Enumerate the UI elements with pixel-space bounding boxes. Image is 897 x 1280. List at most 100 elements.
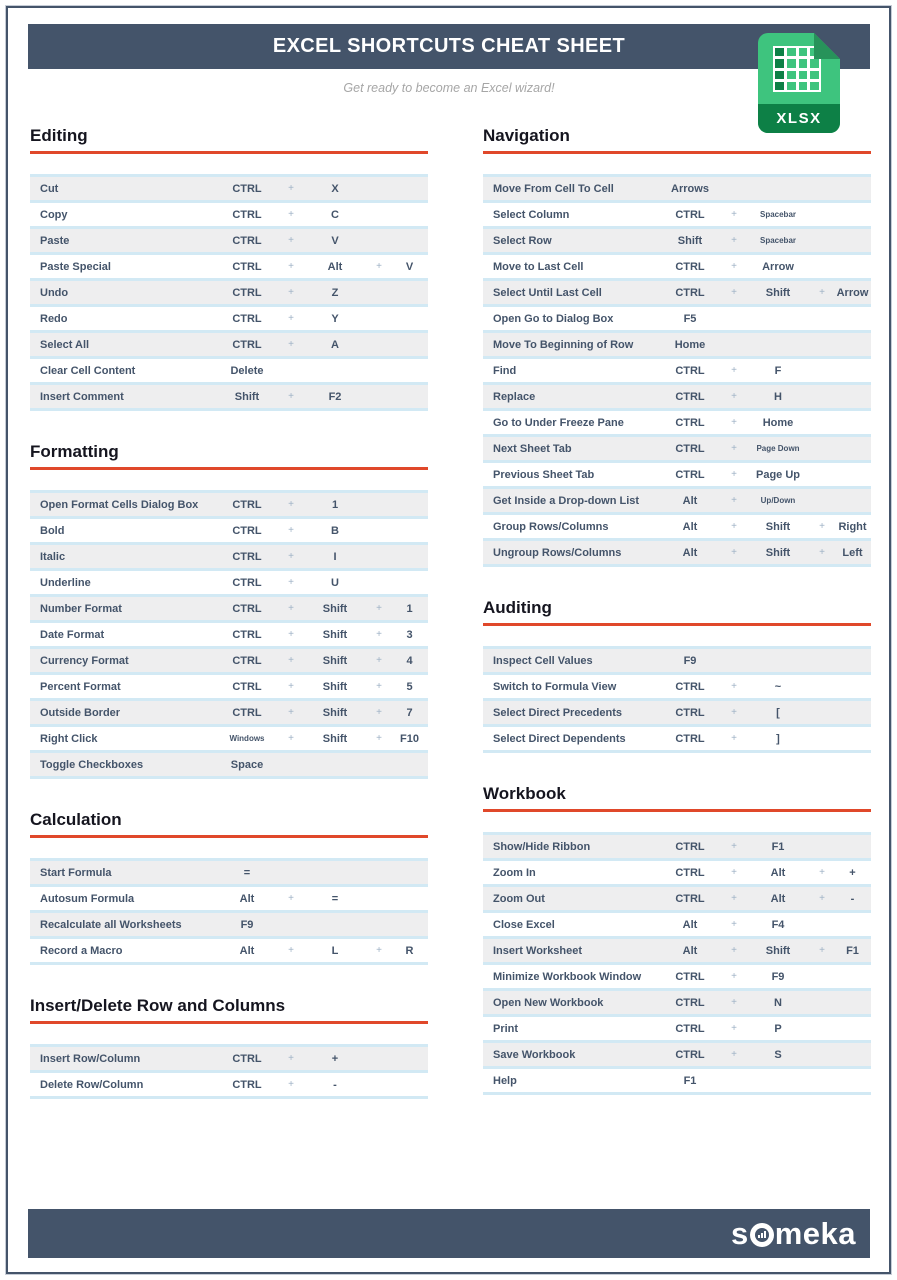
section-title: Auditing: [483, 598, 552, 617]
action-label: Percent Format: [40, 680, 121, 693]
key-label: Shift: [322, 732, 348, 745]
table-row: Insert Row/Column CTRL + +: [30, 1044, 428, 1070]
table-row: Record a Macro Alt + L + R: [30, 936, 428, 962]
key-label: CTRL: [675, 1022, 705, 1035]
key-label: Arrows: [671, 182, 709, 195]
action-label: Select Direct Dependents: [493, 732, 626, 745]
key-label: CTRL: [232, 654, 262, 667]
key-label: F: [774, 364, 782, 377]
key-label: CTRL: [675, 468, 705, 481]
action-label: Clear Cell Content: [40, 364, 136, 377]
table-row: Inspect Cell Values F9: [483, 646, 871, 672]
table-row: Save Workbook CTRL + S: [483, 1040, 871, 1066]
key-label: 1: [406, 602, 413, 615]
key-label: F1: [771, 840, 785, 853]
key-label: CTRL: [232, 628, 262, 641]
plus-sign: +: [288, 183, 294, 194]
action-label: Delete Row/Column: [40, 1078, 144, 1091]
plus-sign: +: [376, 655, 382, 666]
section-underline: [483, 809, 871, 812]
action-label: Undo: [40, 286, 69, 299]
key-label: H: [774, 390, 782, 403]
action-label: Close Excel: [493, 918, 555, 931]
key-label: CTRL: [675, 970, 705, 983]
key-label: Page Up: [755, 468, 800, 481]
plus-sign: +: [288, 655, 294, 666]
plus-sign: +: [376, 629, 382, 640]
plus-sign: +: [288, 499, 294, 510]
key-label: CTRL: [675, 840, 705, 853]
table-row: Select Until Last Cell CTRL + Shift + Arrow: [483, 278, 871, 304]
action-label: Insert Worksheet: [493, 944, 583, 957]
table-row: Toggle Checkboxes Space: [30, 750, 428, 776]
section-underline: [483, 623, 871, 626]
key-label: Z: [331, 286, 339, 299]
table-row: Go to Under Freeze Pane CTRL + Home: [483, 408, 871, 434]
key-label: Y: [331, 312, 339, 325]
plus-sign: +: [731, 997, 737, 1008]
action-label: Previous Sheet Tab: [493, 468, 595, 481]
plus-sign: +: [288, 261, 294, 272]
key-label: ~: [774, 680, 782, 693]
key-label: CTRL: [232, 1078, 262, 1091]
brand-chart-o-icon: [749, 1223, 774, 1247]
plus-sign: +: [288, 893, 294, 904]
plus-sign: +: [288, 525, 294, 536]
key-label: Alt: [682, 546, 698, 559]
left-column: Editing Cut CTRL + X Copy CTRL + C Paste CTRL + V Pa…: [30, 125, 428, 1099]
plus-sign: +: [731, 391, 737, 402]
plus-sign: +: [288, 1079, 294, 1090]
action-label: Move To Beginning of Row: [493, 338, 634, 351]
plus-sign: +: [288, 577, 294, 588]
key-label: 1: [331, 498, 339, 511]
xlsx-file-icon: XLSX: [758, 33, 840, 133]
table-row: Cut CTRL + X: [30, 174, 428, 200]
key-label: CTRL: [675, 680, 705, 693]
key-label: Shift: [765, 944, 791, 957]
section-title: Insert/Delete Row and Columns: [30, 996, 286, 1015]
plus-sign: +: [376, 733, 382, 744]
file-fold-corner: [814, 33, 840, 59]
key-label: CTRL: [675, 390, 705, 403]
table-row: Insert Worksheet Alt + Shift + F1: [483, 936, 871, 962]
plus-sign: +: [288, 209, 294, 220]
plus-sign: +: [731, 919, 737, 930]
table-row: Previous Sheet Tab CTRL + Page Up: [483, 460, 871, 486]
plus-sign: +: [819, 945, 825, 956]
action-label: Inspect Cell Values: [493, 654, 593, 667]
action-label: Select Direct Precedents: [493, 706, 623, 719]
action-label: Zoom In: [493, 866, 536, 879]
action-label: Move From Cell To Cell: [493, 182, 614, 195]
action-label: Select Row: [493, 234, 552, 247]
brand-text-before: s: [730, 1215, 749, 1251]
action-label: Print: [493, 1022, 519, 1035]
subtitle: Get ready to become an Excel wizard!: [343, 81, 555, 95]
table-row: Select Direct Dependents CTRL +]: [483, 724, 871, 750]
plus-sign: +: [288, 945, 294, 956]
key-label: CTRL: [675, 866, 705, 879]
plus-sign: +: [731, 945, 737, 956]
plus-sign: +: [731, 841, 737, 852]
key-label: Delete: [230, 364, 264, 377]
plus-sign: +: [376, 681, 382, 692]
table-row: Percent Format CTRL + Shift +5: [30, 672, 428, 698]
table-row: Get Inside a Drop-down List Alt + Up/Down: [483, 486, 871, 512]
action-label: Save Workbook: [493, 1048, 576, 1061]
action-label: Outside Border: [40, 706, 121, 719]
table-row: Open Format Cells Dialog Box CTRL +1: [30, 490, 428, 516]
action-label: Go to Under Freeze Pane: [493, 416, 624, 429]
section: Formatting Open Format Cells Dialog Box C…: [30, 441, 428, 779]
key-label: CTRL: [232, 312, 262, 325]
key-label: Windows: [229, 734, 265, 743]
key-label: S: [774, 1048, 782, 1061]
section-title: Calculation: [30, 810, 122, 829]
key-label: CTRL: [232, 208, 262, 221]
key-label: CTRL: [675, 208, 705, 221]
plus-sign: +: [819, 547, 825, 558]
key-label: Alt: [770, 866, 786, 879]
key-label: Shift: [322, 602, 348, 615]
plus-sign: +: [731, 521, 737, 532]
key-label: Shift: [322, 680, 348, 693]
table-row: Undo CTRL + Z: [30, 278, 428, 304]
action-label: Copy: [40, 208, 68, 221]
